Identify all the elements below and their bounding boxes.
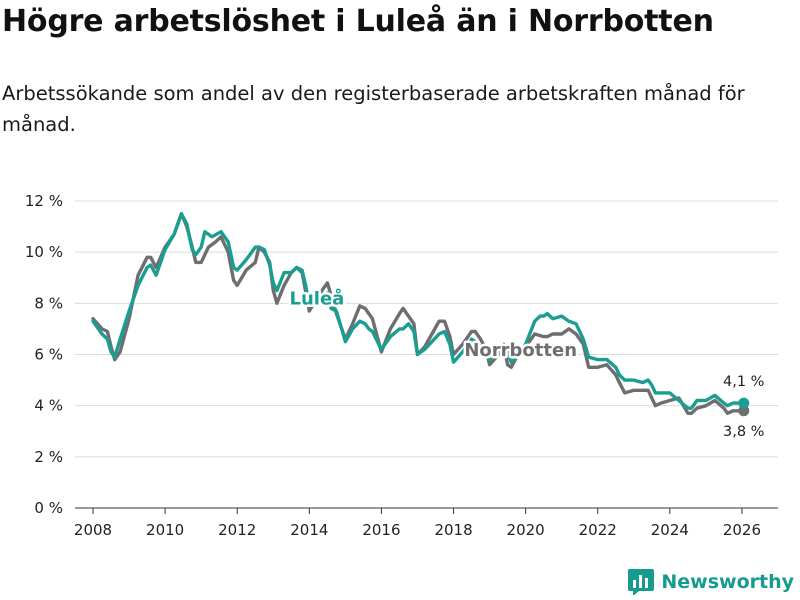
end-value-label-norrbotten: 3,8 % bbox=[723, 424, 764, 440]
series-label-norrbotten: Norrbotten bbox=[464, 340, 577, 361]
x-tick-label: 2012 bbox=[218, 521, 256, 539]
y-tick-label: 10 % bbox=[25, 243, 63, 261]
x-tick-label: 2026 bbox=[723, 521, 761, 539]
series-line-lulea bbox=[91, 212, 746, 410]
x-tick-label: 2008 bbox=[74, 521, 112, 539]
y-tick-label: 6 % bbox=[34, 346, 63, 364]
x-tick-label: 2014 bbox=[290, 521, 328, 539]
chart-title: Högre arbetslöshet i Luleå än i Norrbott… bbox=[2, 4, 714, 39]
x-tick-label: 2016 bbox=[362, 521, 400, 539]
x-tick-label: 2022 bbox=[579, 521, 617, 539]
x-tick-label: 2020 bbox=[507, 521, 545, 539]
end-value-label-lulea: 4,1 % bbox=[723, 374, 764, 390]
series-label-lulea: Luleå bbox=[290, 288, 345, 310]
brand-name: Newsworthy bbox=[661, 571, 794, 593]
x-tick-label: 2018 bbox=[434, 521, 472, 539]
x-tick-label: 2010 bbox=[146, 521, 184, 539]
x-tick-label: 2024 bbox=[651, 521, 689, 539]
y-tick-label: 2 % bbox=[34, 448, 63, 466]
end-point-lulea bbox=[738, 397, 750, 409]
newsworthy-logo-icon bbox=[628, 569, 655, 595]
brand: Newsworthy bbox=[628, 569, 794, 595]
y-tick-label: 0 % bbox=[34, 499, 63, 517]
y-tick-label: 4 % bbox=[34, 397, 63, 415]
chart-subtitle: Arbetssökande som andel av den registerb… bbox=[2, 82, 745, 136]
end-point-norrbotten bbox=[738, 405, 750, 417]
y-tick-label: 8 % bbox=[34, 294, 63, 312]
y-tick-label: 12 % bbox=[25, 192, 63, 210]
